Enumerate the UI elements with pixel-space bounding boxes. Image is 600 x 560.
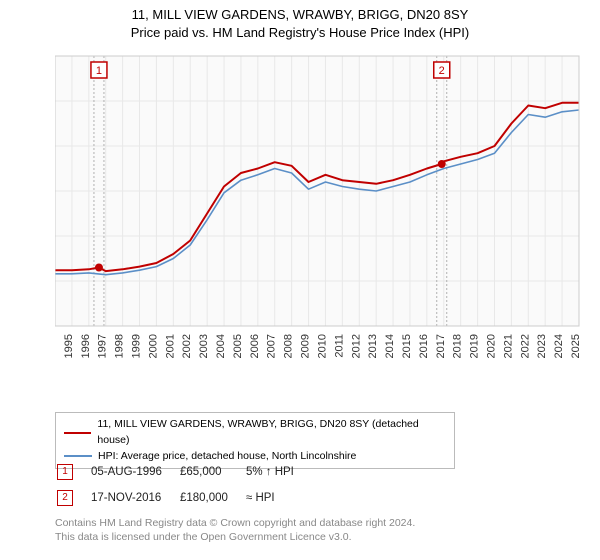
- svg-text:2000: 2000: [147, 334, 159, 358]
- title-line-2: Price paid vs. HM Land Registry's House …: [0, 24, 600, 42]
- legend-swatch-property: [64, 432, 91, 434]
- svg-text:1998: 1998: [114, 334, 126, 358]
- legend-row-property: 11, MILL VIEW GARDENS, WRAWBY, BRIGG, DN…: [64, 417, 446, 449]
- svg-text:2008: 2008: [283, 334, 295, 358]
- svg-text:2015: 2015: [401, 334, 413, 358]
- svg-text:2017: 2017: [435, 334, 447, 358]
- svg-text:1996: 1996: [80, 334, 92, 358]
- svg-text:1999: 1999: [131, 334, 143, 358]
- footer-line-2: This data is licensed under the Open Gov…: [55, 530, 415, 544]
- event-delta: ≈ HPI: [246, 486, 310, 510]
- event-row: 1 05-AUG-1996 £65,000 5% ↑ HPI: [57, 460, 310, 484]
- events-table: 1 05-AUG-1996 £65,000 5% ↑ HPI 2 17-NOV-…: [55, 458, 312, 512]
- svg-text:2001: 2001: [164, 334, 176, 358]
- chart: £0£50K£100K£150K£200K£250K£300K199419951…: [55, 50, 585, 370]
- event-marker-1: 1: [57, 464, 73, 480]
- svg-text:2006: 2006: [249, 334, 261, 358]
- event-row: 2 17-NOV-2016 £180,000 ≈ HPI: [57, 486, 310, 510]
- svg-text:2004: 2004: [215, 334, 227, 358]
- svg-text:2010: 2010: [316, 334, 328, 358]
- svg-text:2022: 2022: [519, 334, 531, 358]
- footer-line-1: Contains HM Land Registry data © Crown c…: [55, 516, 415, 530]
- svg-text:2024: 2024: [553, 334, 565, 358]
- svg-text:1: 1: [96, 65, 102, 77]
- event-price: £180,000: [180, 486, 244, 510]
- svg-text:2003: 2003: [198, 334, 210, 358]
- event-date: 17-NOV-2016: [91, 486, 178, 510]
- svg-text:1997: 1997: [97, 334, 109, 358]
- svg-text:2021: 2021: [502, 334, 514, 358]
- event-delta: 5% ↑ HPI: [246, 460, 310, 484]
- svg-text:2025: 2025: [570, 334, 582, 358]
- svg-text:2005: 2005: [232, 334, 244, 358]
- svg-text:2018: 2018: [452, 334, 464, 358]
- legend-label-property: 11, MILL VIEW GARDENS, WRAWBY, BRIGG, DN…: [97, 417, 446, 449]
- svg-text:2023: 2023: [536, 334, 548, 358]
- svg-text:2007: 2007: [266, 334, 278, 358]
- svg-text:1994: 1994: [55, 334, 58, 358]
- event-price: £65,000: [180, 460, 244, 484]
- svg-text:2016: 2016: [418, 334, 430, 358]
- chart-svg: £0£50K£100K£150K£200K£250K£300K199419951…: [55, 50, 585, 370]
- svg-text:2020: 2020: [485, 334, 497, 358]
- svg-text:2011: 2011: [333, 334, 345, 358]
- event-date: 05-AUG-1996: [91, 460, 178, 484]
- svg-text:2019: 2019: [469, 334, 481, 358]
- svg-text:2009: 2009: [300, 334, 312, 358]
- title-block: 11, MILL VIEW GARDENS, WRAWBY, BRIGG, DN…: [0, 0, 600, 41]
- svg-text:2002: 2002: [181, 334, 193, 358]
- title-line-1: 11, MILL VIEW GARDENS, WRAWBY, BRIGG, DN…: [0, 6, 600, 24]
- svg-text:2013: 2013: [367, 334, 379, 358]
- svg-text:2012: 2012: [350, 334, 362, 358]
- svg-text:1995: 1995: [63, 334, 75, 358]
- svg-text:2014: 2014: [384, 334, 396, 358]
- footer: Contains HM Land Registry data © Crown c…: [55, 516, 415, 544]
- event-marker-2: 2: [57, 490, 73, 506]
- svg-text:2: 2: [439, 65, 445, 77]
